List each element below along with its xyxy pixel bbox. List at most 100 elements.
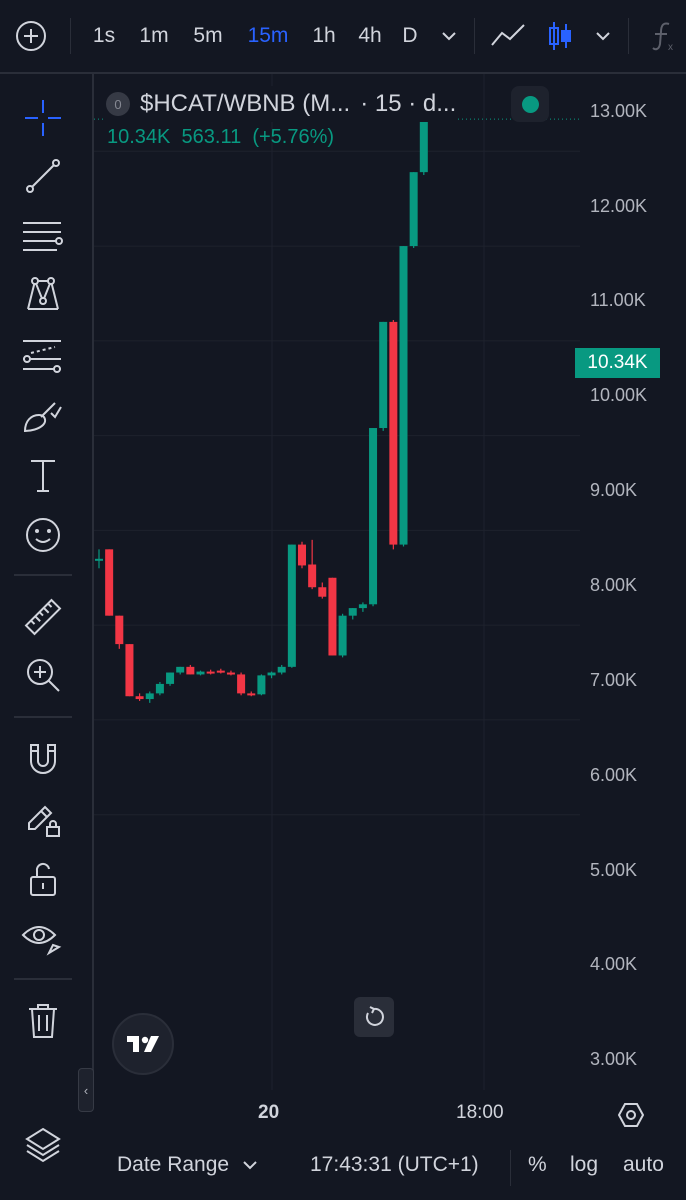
market-open-icon bbox=[521, 95, 539, 113]
candle bbox=[419, 119, 428, 175]
visibility-tool[interactable] bbox=[13, 912, 73, 962]
candles-icon bbox=[549, 22, 571, 50]
candle-body bbox=[196, 671, 205, 675]
chart-pane[interactable] bbox=[92, 74, 580, 1090]
candle-body bbox=[237, 674, 246, 694]
candle-body bbox=[338, 615, 347, 656]
timeframe-15m[interactable]: 15m bbox=[247, 24, 289, 47]
candle-body bbox=[298, 544, 306, 566]
gear-icon bbox=[618, 1103, 644, 1127]
forecast-tool[interactable] bbox=[13, 330, 73, 380]
timeframe-dropdown[interactable] bbox=[432, 0, 466, 72]
chevron-down-icon bbox=[243, 1161, 257, 1170]
trend-line-icon bbox=[26, 159, 60, 193]
legend-last: 10.34K bbox=[107, 126, 171, 148]
time-tick-time: 18:00 bbox=[456, 1102, 504, 1123]
top-toolbar: 1s 1m 5m 15m 1h 4h D x bbox=[0, 0, 686, 74]
brush-tool[interactable] bbox=[13, 390, 73, 440]
reset-chart-button[interactable] bbox=[354, 997, 394, 1037]
candle-body bbox=[226, 672, 235, 675]
price-tick: 11.00K bbox=[590, 290, 646, 310]
line-chart-type-button[interactable] bbox=[484, 0, 532, 72]
text-icon bbox=[31, 460, 55, 492]
timeframe-5m[interactable]: 5m bbox=[193, 24, 223, 47]
candle-body bbox=[389, 321, 398, 545]
candle-body bbox=[308, 564, 317, 588]
date-range-button[interactable]: Date Range bbox=[117, 1153, 257, 1177]
candle-body bbox=[399, 246, 408, 545]
lock-drawing-tool[interactable] bbox=[13, 794, 73, 844]
price-tick: 12.00K bbox=[590, 196, 648, 216]
layers-icon bbox=[25, 1127, 61, 1163]
crosshair-tool[interactable] bbox=[13, 93, 73, 143]
drawing-toolbar bbox=[0, 74, 86, 1200]
clock-timezone[interactable]: 17:43:31 (UTC+1) bbox=[310, 1153, 479, 1176]
candle-body bbox=[125, 644, 134, 697]
candle-body bbox=[287, 544, 296, 667]
legend-change-pct: (+5.76%) bbox=[252, 126, 335, 148]
candle bbox=[135, 693, 144, 701]
candle-chart-type-button[interactable] bbox=[540, 0, 580, 72]
candle-body bbox=[419, 119, 428, 173]
reset-icon bbox=[365, 1006, 384, 1026]
legend-values: 10.34K 563.11 (+5.76%) bbox=[107, 126, 334, 149]
toolbar-separator bbox=[70, 18, 71, 54]
candle-body bbox=[277, 666, 286, 673]
candle-body bbox=[186, 666, 195, 675]
timeframe-1h[interactable]: 1h bbox=[312, 24, 336, 47]
auto-scale-toggle[interactable]: auto bbox=[623, 1153, 664, 1176]
timeframe-1m[interactable]: 1m bbox=[139, 24, 169, 47]
candle bbox=[369, 428, 378, 607]
candle bbox=[379, 321, 388, 431]
candle bbox=[318, 582, 327, 599]
candle bbox=[95, 549, 103, 569]
log-scale-toggle[interactable]: log bbox=[570, 1153, 599, 1176]
price-tick: 6.00K bbox=[590, 765, 638, 785]
candle-body bbox=[176, 666, 185, 673]
candle bbox=[166, 672, 175, 686]
symbol-interval: · 15 · d... bbox=[360, 90, 457, 117]
percent-scale-toggle[interactable]: % bbox=[528, 1153, 547, 1176]
zoom-in-tool[interactable] bbox=[13, 650, 73, 700]
candle bbox=[247, 691, 256, 697]
svg-text:x: x bbox=[668, 42, 673, 52]
remove-drawings-tool[interactable] bbox=[13, 996, 73, 1046]
zoom-in-icon bbox=[27, 659, 60, 692]
market-status-button[interactable] bbox=[511, 86, 549, 122]
candle bbox=[237, 672, 246, 696]
ruler-tool[interactable] bbox=[13, 592, 73, 642]
candle bbox=[338, 613, 347, 658]
candle-body bbox=[115, 615, 124, 645]
horizontal-lines-tool[interactable] bbox=[13, 210, 73, 260]
collapse-toolbar-button[interactable]: ‹ bbox=[78, 1068, 94, 1112]
unlock-tool[interactable] bbox=[13, 854, 73, 904]
timeframe-4h[interactable]: 4h bbox=[358, 24, 382, 47]
symbol-legend[interactable]: 0 $HCAT/WBNB (M... · 15 · d... bbox=[106, 86, 457, 122]
indicators-button[interactable]: x bbox=[644, 0, 684, 72]
object-tree-tool[interactable] bbox=[13, 1120, 73, 1170]
date-range-label: Date Range bbox=[117, 1153, 230, 1176]
legend-change: 563.11 bbox=[181, 126, 242, 148]
emoji-tool[interactable] bbox=[13, 510, 73, 560]
magnet-tool[interactable] bbox=[13, 734, 73, 784]
chevron-down-icon bbox=[596, 32, 610, 41]
eye-icon bbox=[21, 926, 62, 956]
chart-type-dropdown[interactable] bbox=[586, 0, 620, 72]
timeframe-d[interactable]: D bbox=[402, 24, 418, 47]
candle-body bbox=[145, 693, 154, 700]
candle bbox=[298, 541, 306, 569]
pattern-tool[interactable] bbox=[13, 270, 73, 320]
text-tool[interactable] bbox=[13, 450, 73, 500]
candle bbox=[358, 602, 367, 612]
trend-line-tool[interactable] bbox=[13, 151, 73, 201]
brush-icon bbox=[23, 402, 62, 433]
add-symbol-button[interactable] bbox=[10, 0, 52, 72]
timeframe-1s[interactable]: 1s bbox=[92, 24, 116, 47]
candle bbox=[287, 544, 296, 668]
candle-body bbox=[379, 321, 388, 429]
chevron-down-icon bbox=[442, 32, 456, 41]
chart-settings-button[interactable] bbox=[616, 1100, 646, 1130]
ruler-icon bbox=[24, 598, 62, 636]
crosshair-icon bbox=[25, 100, 61, 136]
tradingview-logo[interactable] bbox=[112, 1013, 174, 1075]
